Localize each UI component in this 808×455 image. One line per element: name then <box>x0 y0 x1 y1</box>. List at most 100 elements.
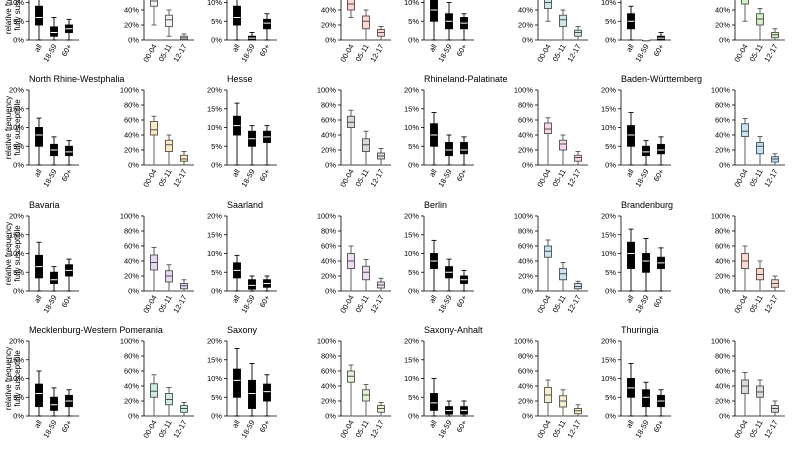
box-iqr <box>756 142 764 155</box>
ylabel-line: fully susceptible <box>13 99 22 156</box>
ylabel-line: relative frequency <box>4 96 13 159</box>
box-all <box>233 348 241 417</box>
y-tick-label: 100% <box>711 337 731 346</box>
x-tick-label: 60+ <box>258 42 272 58</box>
box-iqr <box>430 393 438 411</box>
y-tick-label: 20% <box>518 272 533 281</box>
box-iqr <box>741 0 749 5</box>
box-all <box>430 0 438 41</box>
y-tick-label: 0% <box>325 36 336 45</box>
y-tick-label: 0% <box>719 161 730 170</box>
box-iqr <box>460 142 468 155</box>
x-tick-label: 12-17 <box>565 168 582 189</box>
x-tick-label: 18-59 <box>239 419 256 440</box>
x-tick-label: 12-17 <box>171 294 188 315</box>
box-12-17 <box>377 277 385 292</box>
x-tick-label: 00-04 <box>141 294 158 315</box>
x-tick-label: 18-59 <box>633 43 650 64</box>
y-tick-label: 20% <box>321 272 336 281</box>
x-tick-label: 00-04 <box>535 168 552 189</box>
y-tick-label: 0% <box>719 36 730 45</box>
box-60+ <box>263 13 271 41</box>
box-12-17 <box>180 151 188 166</box>
y-tick-label: 5% <box>13 142 24 151</box>
y-tick-label: 80% <box>321 101 336 110</box>
x-tick-label: 00-04 <box>732 419 749 440</box>
box-00-04 <box>741 0 749 22</box>
y-tick-label: 0% <box>408 36 419 45</box>
y-tick-label: 20% <box>518 397 533 406</box>
y-tick-label: 60% <box>321 242 336 251</box>
x-tick-label: 60+ <box>258 293 272 309</box>
y-tick-label: 60% <box>715 116 730 125</box>
y-tick-label: 5% <box>408 142 419 151</box>
y-tick-label: 20% <box>9 212 24 221</box>
box-iqr <box>657 143 665 155</box>
y-tick-label: 15% <box>207 230 222 239</box>
box-60+ <box>65 389 73 417</box>
y-tick-label: 20% <box>404 212 419 221</box>
y-tick-label: 100% <box>317 86 337 95</box>
state-title: Brandenburg <box>621 200 673 210</box>
x-tick-label: all <box>624 293 636 304</box>
box-60+ <box>460 269 468 292</box>
ylabel-line: fully susceptible <box>13 350 22 407</box>
row-ylabel-0: relative frequency fully susceptible <box>4 0 22 34</box>
x-tick-label: all <box>624 418 636 429</box>
box-05-11 <box>165 134 173 166</box>
y-tick-label: 0% <box>719 287 730 296</box>
box-00-04 <box>741 245 749 292</box>
y-tick-label: 0% <box>522 412 533 421</box>
x-tick-label: 18-59 <box>633 294 650 315</box>
y-tick-label: 40% <box>321 257 336 266</box>
y-tick-label: 40% <box>715 257 730 266</box>
y-tick-label: 60% <box>124 116 139 125</box>
box-iqr <box>574 154 582 162</box>
box-iqr <box>642 253 650 273</box>
y-tick-label: 10% <box>404 374 419 383</box>
box-60+ <box>460 136 468 166</box>
y-tick-label: 40% <box>715 131 730 140</box>
box-iqr <box>445 142 453 157</box>
x-tick-label: 60+ <box>455 293 469 309</box>
box-05-11 <box>756 379 764 417</box>
y-tick-label: 100% <box>317 212 337 221</box>
box-60+ <box>263 275 271 292</box>
y-tick-label: 10% <box>207 0 222 7</box>
x-tick-label: 18-59 <box>633 419 650 440</box>
state-title: Rhineland-Palatinate <box>424 74 508 84</box>
x-tick-label: all <box>230 418 242 429</box>
box-iqr <box>65 145 73 157</box>
box-all <box>627 363 635 417</box>
box-12-17 <box>574 26 582 41</box>
box-iqr <box>642 145 650 157</box>
box-12-17 <box>180 402 188 417</box>
y-tick-label: 0% <box>211 412 222 421</box>
box-05-11 <box>559 262 567 292</box>
box-iqr <box>544 0 552 9</box>
y-tick-label: 5% <box>13 393 24 402</box>
box-iqr <box>741 379 749 394</box>
y-tick-label: 0% <box>211 36 222 45</box>
y-tick-label: 40% <box>124 131 139 140</box>
box-12-17 <box>771 400 779 417</box>
y-tick-label: 5% <box>408 268 419 277</box>
y-tick-label: 20% <box>207 86 222 95</box>
y-tick-label: 20% <box>715 272 730 281</box>
y-tick-label: 20% <box>207 212 222 221</box>
y-tick-label: 20% <box>715 146 730 155</box>
box-00-04 <box>347 245 355 292</box>
state-title: Mecklenburg-Western Pomerania <box>29 325 163 335</box>
box-00-04 <box>741 118 749 166</box>
y-tick-label: 80% <box>124 352 139 361</box>
